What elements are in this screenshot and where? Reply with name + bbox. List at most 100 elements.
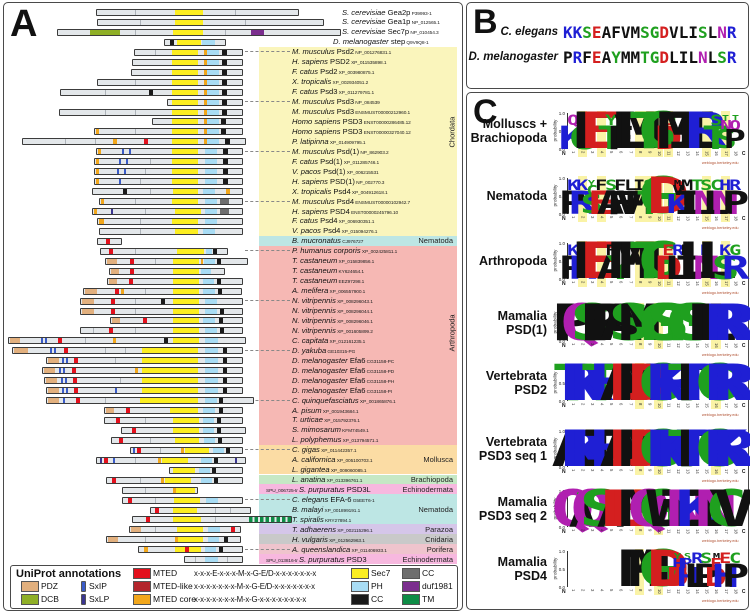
logo-column: I bbox=[685, 484, 729, 534]
logo-x-tick: 6 bbox=[618, 216, 624, 219]
sec7-domain bbox=[175, 209, 201, 214]
logo-x-tick: 17 bbox=[723, 343, 729, 348]
logo-x-tick: 17 bbox=[723, 151, 729, 156]
accession: XP_015792376.1 bbox=[322, 419, 360, 425]
protein-bar bbox=[169, 466, 243, 474]
connector-dash bbox=[245, 300, 290, 302]
logo-letter: G bbox=[636, 354, 681, 413]
logo-letter: S bbox=[643, 177, 656, 194]
cc-domain bbox=[223, 358, 227, 364]
accession: XP_011279781.1 bbox=[337, 91, 375, 97]
protein-bar bbox=[99, 198, 243, 206]
logo-letter: R bbox=[729, 177, 742, 194]
logo-column: S bbox=[570, 298, 614, 348]
sec7-domain bbox=[172, 59, 198, 65]
logo-y-tick: 1.0 bbox=[558, 362, 565, 368]
protein-bar bbox=[132, 516, 292, 524]
mted-motif bbox=[146, 517, 150, 523]
logo-letter: G bbox=[636, 540, 681, 599]
logo-x-tick: 15 bbox=[704, 151, 710, 156]
species-label: X. tropicalis Psd4 XP_004912618.1 bbox=[292, 186, 388, 196]
logo-letter: L bbox=[675, 232, 719, 291]
protein-bar bbox=[83, 287, 242, 295]
logo-letter: P bbox=[721, 183, 750, 222]
legend-swatch bbox=[402, 594, 420, 605]
residue: D bbox=[659, 23, 670, 42]
species-label: F. catus Psd(1) XP_011285746.1 bbox=[292, 156, 380, 166]
logo-x-tick: 17 bbox=[723, 589, 729, 594]
logo-letter: S bbox=[608, 294, 652, 353]
sec7-domain bbox=[173, 29, 203, 35]
logo-x-tick: 10 bbox=[656, 343, 662, 348]
logo-x-tick: 12 bbox=[676, 216, 682, 221]
logo-x-tick: 12 bbox=[676, 151, 682, 156]
logo-x-tick: 14 bbox=[695, 469, 701, 474]
logo-column: R bbox=[561, 424, 605, 474]
legend-motif: x-x-x-E-x-x-x-M-x-G-E/D-x-x-x-x-x-x-x bbox=[194, 568, 317, 578]
legend-item-label: CC bbox=[371, 594, 384, 604]
logo-x-tick: 10 bbox=[656, 151, 662, 156]
logo-y-axis bbox=[567, 243, 568, 279]
logo-x-tick: 9 bbox=[647, 469, 653, 472]
residue: M bbox=[630, 23, 641, 42]
logo-x-tick: 5 bbox=[609, 403, 615, 406]
ph-domain bbox=[203, 427, 214, 433]
bar-divider bbox=[105, 348, 106, 354]
mted-core-motif bbox=[121, 288, 124, 294]
mted-motif bbox=[128, 497, 132, 503]
mted-motif bbox=[104, 457, 108, 463]
logo-letter: K bbox=[570, 420, 614, 479]
logo-column: M bbox=[618, 298, 662, 348]
sequence-logo: 1.0 0.5 0.0 probability T 1 R 2 K 3 T 4 H 5 A 6 D 7 M 8 D 9 G 1… bbox=[551, 354, 750, 421]
logo-x-tick: 2 bbox=[580, 151, 586, 154]
cc-domain bbox=[149, 89, 153, 95]
bar-divider bbox=[135, 29, 136, 35]
mted-core-motif bbox=[173, 487, 176, 493]
accession: XP_015839856.1 bbox=[337, 260, 375, 266]
accession: XP_012161235.1 bbox=[328, 339, 366, 345]
residue: R bbox=[572, 48, 583, 67]
logo-letter: V bbox=[616, 183, 644, 222]
mted-motif bbox=[74, 358, 78, 364]
bar-divider bbox=[155, 258, 156, 264]
logo-column: K bbox=[570, 424, 614, 474]
logo-x-tick: 1 bbox=[570, 151, 576, 154]
logo-column: I bbox=[666, 106, 710, 156]
logo-letter: C bbox=[586, 183, 598, 199]
ph-domain bbox=[205, 199, 217, 205]
cc-domain bbox=[217, 427, 221, 433]
residue: N bbox=[697, 48, 708, 67]
residue: T bbox=[640, 48, 650, 67]
logo-x-tick: 3 bbox=[590, 403, 596, 406]
cc-domain bbox=[221, 129, 226, 135]
weblogo-credit: weblogo.berkeley.edu bbox=[701, 599, 739, 603]
sxip-motif bbox=[126, 159, 128, 165]
species-label: F. catus Psd4 XP_006930351.1 bbox=[292, 216, 375, 226]
protein-bar bbox=[97, 237, 122, 245]
logo-y-tick: 1.0 bbox=[558, 175, 565, 181]
sxlp-motif bbox=[100, 457, 102, 463]
logo-letter: I bbox=[675, 102, 719, 161]
species-label: D. melanogaster Efa6 CG31158-PH bbox=[292, 375, 395, 385]
weblogo-credit: weblogo.berkeley.edu bbox=[701, 539, 739, 543]
sxip-motif bbox=[133, 447, 135, 453]
conserved-column-highlight bbox=[653, 176, 664, 222]
species-label: V. pacos Psd4 XP_015094276.1 bbox=[292, 226, 378, 236]
species-label: T. castaneum XP_015839856.1 bbox=[292, 256, 375, 266]
logo-letter: L bbox=[694, 232, 738, 291]
legend-motif: x-x-x-x-x-x-x-M-x-G-E/D-x-x-x-x-x-x-x bbox=[194, 581, 315, 591]
logo-letter: Q bbox=[729, 118, 741, 134]
pdz-domain bbox=[46, 378, 57, 384]
logo-x-tick: 3 bbox=[590, 589, 596, 592]
accession: XP_005100703.1 bbox=[335, 459, 373, 465]
logo-letter: I bbox=[579, 420, 624, 479]
logo-x-tick: 9 bbox=[647, 216, 653, 219]
mted-core-motif bbox=[96, 159, 99, 165]
sec7-domain bbox=[172, 199, 198, 205]
logo-letter: F bbox=[570, 232, 614, 291]
